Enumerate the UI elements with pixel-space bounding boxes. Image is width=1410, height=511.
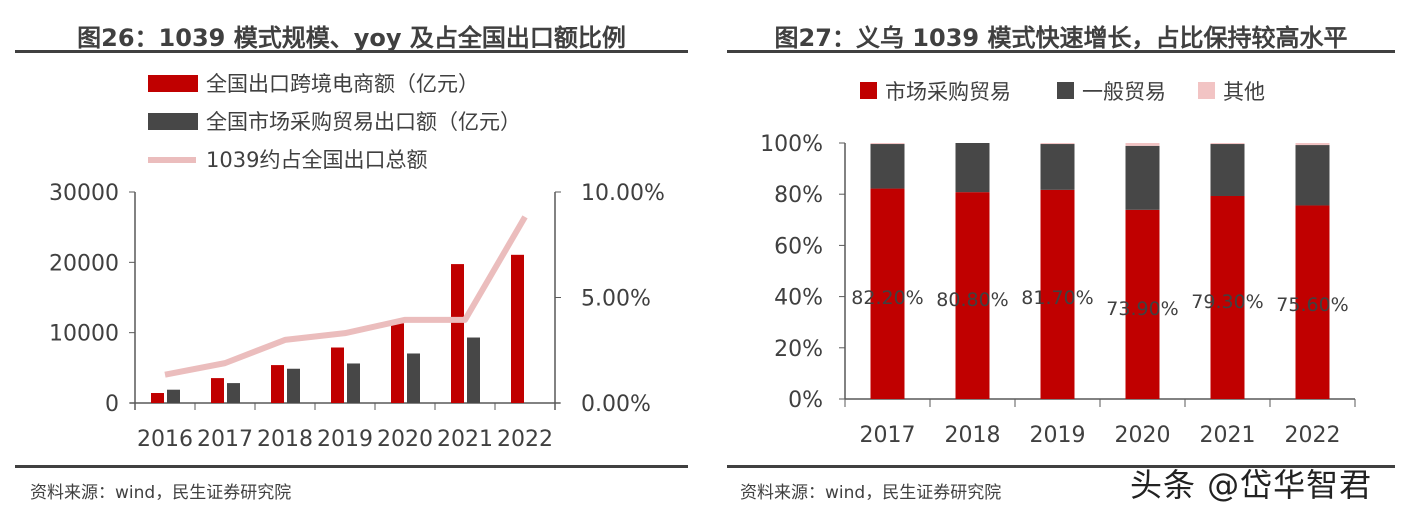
y-tick-label: 20% <box>774 337 823 362</box>
y-tick-label: 30000 <box>49 181 119 206</box>
x-tick-label: 2018 <box>257 427 313 452</box>
data-label: 80.80% <box>936 289 1008 311</box>
chart-title-right: 图27：义乌 1039 模式快速增长，占比保持较高水平 <box>774 24 1348 52</box>
bar-market-procurement <box>347 363 360 403</box>
data-label: 79.30% <box>1191 291 1263 313</box>
legend-label: 1039约占全国出口总额 <box>206 148 427 172</box>
data-label: 81.70% <box>1021 287 1093 309</box>
x-tick-label: 2022 <box>497 427 553 452</box>
bar-other <box>1125 143 1160 146</box>
legend-label: 一般贸易 <box>1082 80 1166 104</box>
x-tick-label: 2021 <box>437 427 493 452</box>
y2-tick-label: 0.00% <box>581 392 651 417</box>
bar-cross-border <box>511 254 524 403</box>
bar-cross-border <box>451 264 464 403</box>
y-tick-label: 60% <box>774 234 823 259</box>
y2-tick-label: 10.00% <box>581 181 665 206</box>
bar-general-trade <box>955 143 990 193</box>
bar-cross-border <box>151 393 164 403</box>
line-series-share <box>164 215 528 378</box>
bar-market-procurement <box>955 192 990 399</box>
bar-market-procurement <box>870 188 905 399</box>
bar-general-trade <box>1125 145 1160 210</box>
y-tick-label: 10000 <box>49 322 119 347</box>
y-tick-label: 0% <box>788 388 823 413</box>
x-tick-label: 2020 <box>1115 423 1171 448</box>
bar-market-procurement <box>1210 195 1245 399</box>
legend-label: 全国市场采购贸易出口额（亿元） <box>206 110 521 134</box>
legend-swatch-bar <box>148 113 198 130</box>
bar-other <box>870 143 905 145</box>
bar-general-trade <box>870 144 905 189</box>
data-label: 75.60% <box>1276 294 1348 316</box>
bar-general-trade <box>1295 145 1330 206</box>
legend-label: 市场采购贸易 <box>885 80 1011 104</box>
legend-label: 其他 <box>1223 80 1265 104</box>
footer-rule-left <box>15 465 688 468</box>
watermark: 头条 @岱华智君 <box>1130 466 1373 504</box>
bar-cross-border <box>211 378 224 403</box>
bar-other <box>1210 143 1245 145</box>
bar-other <box>1295 143 1330 146</box>
y-tick-label: 40% <box>774 286 823 311</box>
bar-market-procurement <box>467 337 480 403</box>
data-label: 82.20% <box>851 287 923 309</box>
bar-market-procurement <box>407 353 420 403</box>
x-tick-label: 2018 <box>945 423 1001 448</box>
bar-market-procurement <box>167 389 180 403</box>
legend-swatch <box>860 82 877 99</box>
bar-market-procurement <box>1295 205 1330 399</box>
bar-other <box>1040 143 1075 145</box>
bar-cross-border <box>391 323 404 403</box>
x-tick-label: 2017 <box>197 427 253 452</box>
y-tick-label: 0 <box>105 392 119 417</box>
x-tick-label: 2017 <box>860 423 916 448</box>
bar-market-procurement <box>1125 209 1160 399</box>
bar-market-procurement <box>227 383 240 403</box>
bar-general-trade <box>1210 144 1245 196</box>
source-left: 资料来源：wind，民生证券研究院 <box>30 483 292 503</box>
legend-swatch <box>1057 82 1074 99</box>
x-tick-label: 2019 <box>317 427 373 452</box>
bar-cross-border <box>271 365 284 403</box>
title-rule-left <box>15 50 688 53</box>
data-label: 73.90% <box>1106 298 1178 320</box>
y-tick-label: 20000 <box>49 251 119 276</box>
legend-swatch <box>1198 82 1215 99</box>
x-tick-label: 2021 <box>1200 423 1256 448</box>
bar-market-procurement <box>287 368 300 403</box>
y2-tick-label: 5.00% <box>581 287 651 312</box>
bar-cross-border <box>331 347 344 403</box>
x-tick-label: 2019 <box>1030 423 1086 448</box>
title-rule-right <box>727 50 1395 53</box>
x-tick-label: 2022 <box>1285 423 1341 448</box>
chart-title-left: 图26：1039 模式规模、yoy 及占全国出口额比例 <box>77 24 626 52</box>
footer-rule-right <box>727 465 1395 468</box>
y-tick-label: 80% <box>774 183 823 208</box>
x-tick-label: 2016 <box>137 427 193 452</box>
bar-general-trade <box>1040 144 1075 190</box>
x-tick-label: 2020 <box>377 427 433 452</box>
legend-swatch-bar <box>148 75 198 92</box>
y-tick-label: 100% <box>760 132 823 157</box>
legend-label: 全国出口跨境电商额（亿元） <box>206 72 479 96</box>
bar-market-procurement <box>1040 189 1075 399</box>
source-right: 资料来源：wind，民生证券研究院 <box>740 483 1002 503</box>
